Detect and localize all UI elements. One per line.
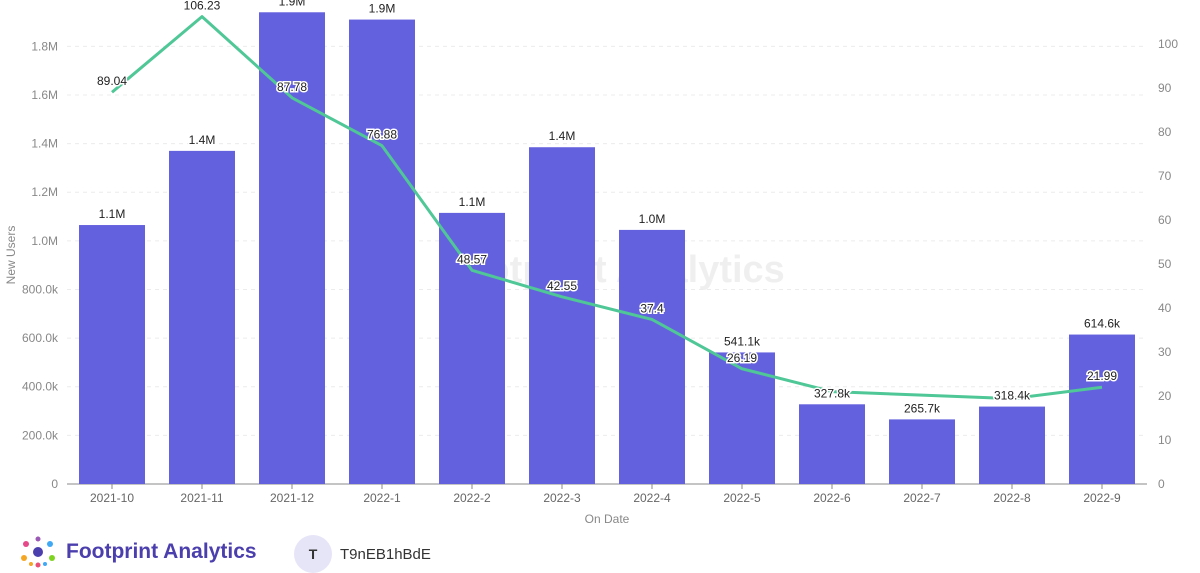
- x-tick-label: 2021-10: [90, 491, 134, 505]
- y2-tick-label: 60: [1158, 213, 1172, 227]
- avatar: T: [294, 535, 332, 573]
- line-value-label: 48.57: [457, 252, 487, 266]
- bar-value-label: 265.7k: [904, 401, 941, 415]
- y-tick-label: 1.8M: [31, 39, 58, 53]
- x-tick-label: 2022-7: [903, 491, 941, 505]
- bar: [1069, 334, 1135, 484]
- y2-tick-label: 40: [1158, 301, 1172, 315]
- bar-value-label: 318.4k: [994, 389, 1031, 403]
- x-tick-label: 2022-2: [453, 491, 491, 505]
- bar: [979, 406, 1045, 484]
- y2-tick-label: 70: [1158, 169, 1172, 183]
- bar: [889, 419, 955, 484]
- y2-tick-label: 100: [1158, 37, 1178, 51]
- line-value-label: 87.78: [277, 80, 307, 94]
- user-chip[interactable]: T T9nEB1hBdE: [294, 535, 431, 573]
- line-series: [111, 15, 1103, 401]
- username: T9nEB1hBdE: [340, 545, 431, 563]
- y-axis-title: New Users: [4, 226, 18, 285]
- bar: [439, 212, 505, 484]
- x-tick-label: 2022-5: [723, 491, 761, 505]
- line-value-label: 89.04: [97, 74, 127, 88]
- bar-value-label: 614.6k: [1084, 317, 1121, 331]
- x-tick-label: 2022-1: [363, 491, 401, 505]
- bar: [799, 404, 865, 484]
- line-value-label: 37.4: [640, 301, 664, 315]
- x-tick-label: 2022-8: [993, 491, 1031, 505]
- bar-value-label: 541.1k: [724, 334, 761, 348]
- line-value-label: 26.19: [727, 351, 757, 365]
- bar-value-label: 327.8k: [814, 386, 851, 400]
- line-value-label: 76.88: [367, 128, 397, 142]
- x-tick-label: 2021-12: [270, 491, 314, 505]
- y-tick-label: 1.0M: [31, 234, 58, 248]
- x-tick-label: 2022-9: [1083, 491, 1121, 505]
- bar-value-label: 1.9M: [369, 2, 396, 16]
- line-value-label: 106.23: [184, 0, 221, 13]
- bar: [79, 225, 145, 484]
- x-tick-label: 2021-11: [180, 491, 223, 505]
- y-tick-label: 1.4M: [31, 137, 58, 151]
- y-tick-label: 1.6M: [31, 88, 58, 102]
- bar-value-label: 1.1M: [459, 195, 486, 209]
- y2-tick-label: 30: [1158, 345, 1172, 359]
- line-value-label: 42.55: [547, 279, 577, 293]
- x-axis-title: On Date: [585, 512, 630, 526]
- footprint-logo-icon: [21, 536, 55, 568]
- bar-value-label: 1.4M: [549, 129, 576, 143]
- x-tick-label: 2022-3: [543, 491, 581, 505]
- y-tick-label: 1.2M: [31, 185, 58, 199]
- y2-tick-label: 20: [1158, 389, 1172, 403]
- y-tick-label: 400.0k: [22, 380, 59, 394]
- y-tick-label: 200.0k: [22, 428, 59, 442]
- bar: [709, 352, 775, 484]
- bar: [349, 19, 415, 484]
- y2-tick-label: 10: [1158, 433, 1172, 447]
- brand[interactable]: Footprint Analytics: [18, 536, 257, 568]
- bar: [169, 150, 235, 484]
- bar: [529, 147, 595, 484]
- bar-value-label: 1.0M: [639, 212, 666, 226]
- y2-tick-label: 80: [1158, 125, 1172, 139]
- y-tick-label: 0: [51, 477, 58, 491]
- y-tick-label: 600.0k: [22, 331, 59, 345]
- bar-value-label: 1.4M: [189, 133, 216, 147]
- x-tick-label: 2022-4: [633, 491, 671, 505]
- brand-name: Footprint Analytics: [66, 540, 257, 563]
- chart: Footprint Analytics0200.0k400.0k600.0k80…: [4, 0, 1178, 526]
- y-tick-label: 800.0k: [22, 282, 59, 296]
- bar: [259, 12, 325, 485]
- line-value-label: 21.99: [1087, 369, 1117, 383]
- bar-value-label: 1.9M: [279, 0, 306, 8]
- y2-tick-label: 50: [1158, 257, 1172, 271]
- bar-value-label: 1.1M: [99, 207, 126, 221]
- y2-tick-label: 0: [1158, 477, 1165, 491]
- bar: [619, 229, 685, 484]
- x-tick-label: 2022-6: [813, 491, 851, 505]
- footer: Footprint Analytics T T9nEB1hBdE: [0, 528, 1200, 573]
- y2-tick-label: 90: [1158, 81, 1172, 95]
